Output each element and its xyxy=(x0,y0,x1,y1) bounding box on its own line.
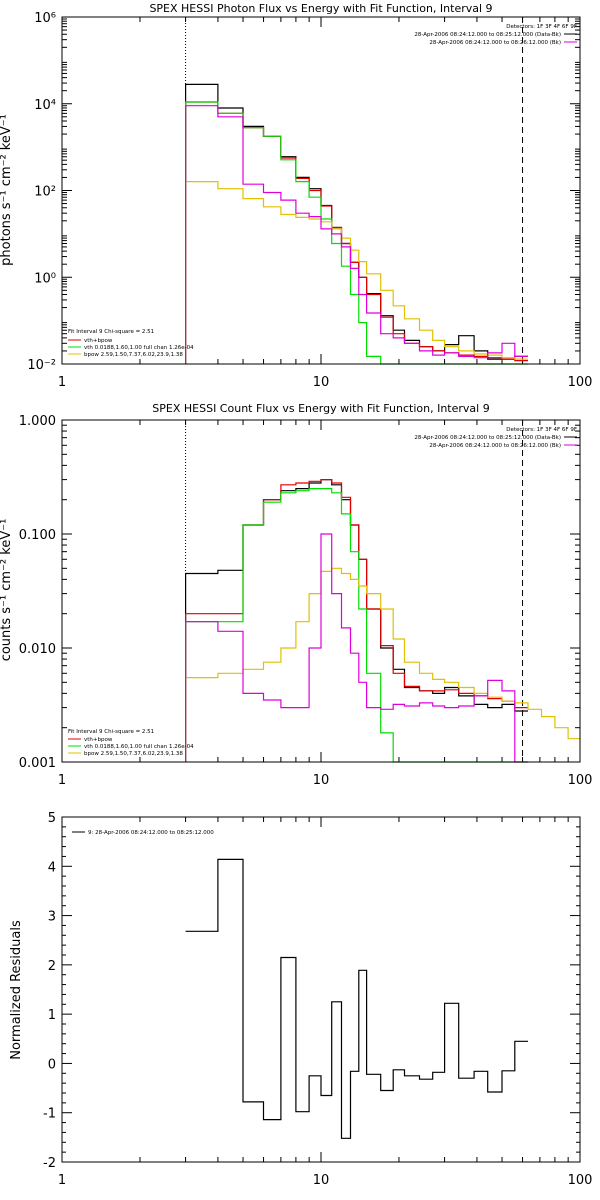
x-tick-label: 10 xyxy=(313,1173,330,1188)
photon-legend-detectors: Detectors: 1F 3F 4F 6F 9F xyxy=(506,24,577,30)
residuals-legend-label: 9: 28-Apr-2006 08:24:12.000 to 08:25:12.… xyxy=(88,830,214,836)
photon-flux-legend-bottom-left: Fit Interval 9 Chi-square = 2.51 vth+bpo… xyxy=(68,329,194,358)
count-legend-data-bk: 28-Apr-2006 08:24:12.000 to 08:25:12.000… xyxy=(414,435,561,441)
count-fit-bpow-label: bpow 2.59,1.50,7.37,6.02,23.9,1.38 xyxy=(84,751,183,757)
y-tick-label: 5 xyxy=(48,811,56,826)
photon-flux-plot-frame xyxy=(61,16,581,365)
x-tick-label: 100 xyxy=(568,375,593,390)
series-data xyxy=(185,83,528,364)
series-bpow xyxy=(185,181,528,364)
x-tick-label: 1 xyxy=(58,773,66,788)
x-tick-label: 10 xyxy=(313,773,330,788)
y-tick-label: -2 xyxy=(43,1156,56,1171)
y-tick-label: -1 xyxy=(43,1107,56,1122)
series-vth-bpow xyxy=(185,479,528,762)
photon-flux-legend-top-right: Detectors: 1F 3F 4F 6F 9F 28-Apr-2006 08… xyxy=(414,24,577,46)
photon-flux-title: SPEX HESSI Photon Flux vs Energy with Fi… xyxy=(149,2,492,15)
x-tick-label: 10 xyxy=(313,375,330,390)
count-flux-legend-bottom-left: Fit Interval 9 Chi-square = 2.51 vth+bpo… xyxy=(68,729,194,757)
count-fit-info: Fit Interval 9 Chi-square = 2.51 xyxy=(68,729,154,735)
y-tick-label: 1 xyxy=(48,1008,56,1023)
x-tick-label: 1 xyxy=(58,375,66,390)
series-data xyxy=(185,479,528,762)
photon-flux-ylabel: photons s⁻¹ cm⁻² keV⁻¹ xyxy=(0,114,14,266)
count-legend-bk: 28-Apr-2006 08:24:12.000 to 08:26:12.000… xyxy=(429,443,561,449)
photon-fit-bpow-label: bpow 2.59,1.50,7.37,6.02,23.9,1.38 xyxy=(84,352,183,358)
y-tick-label: 10⁶ xyxy=(34,11,56,26)
y-tick-label: 2 xyxy=(48,959,56,974)
series-vth xyxy=(185,101,528,365)
x-tick-label: 100 xyxy=(568,1173,593,1188)
photon-fit-vth-label: vth 0.0188,1.60,1.00 full chan 1.26e-04 xyxy=(84,345,194,351)
y-tick-label: 10⁻² xyxy=(27,358,56,373)
series-vth-bpow xyxy=(185,101,528,364)
y-tick-label: 10⁰ xyxy=(34,271,56,286)
y-tick-label: 10² xyxy=(34,185,56,200)
y-tick-label: 0.010 xyxy=(19,642,56,657)
y-tick-label: 0.100 xyxy=(19,528,56,543)
y-tick-label: 4 xyxy=(48,860,56,875)
y-tick-label: 1.000 xyxy=(19,414,56,429)
y-tick-label: 10⁴ xyxy=(34,98,56,113)
photon-legend-data-bk: 28-Apr-2006 08:24:12.000 to 08:25:12.000… xyxy=(414,32,561,38)
count-flux-ylabel: counts s⁻¹ cm⁻² keV⁻¹ xyxy=(0,519,14,662)
count-fit-vth-label: vth 0.0188,1.60,1.00 full chan 1.26e-04 xyxy=(84,744,194,750)
y-tick-label: 3 xyxy=(48,910,56,925)
count-legend-detectors: Detectors: 1F 3F 4F 6F 9F xyxy=(506,427,577,433)
photon-flux-panel: SPEX HESSI Photon Flux vs Energy with Fi… xyxy=(0,2,592,390)
x-tick-label: 100 xyxy=(568,773,593,788)
series-background xyxy=(185,533,528,763)
count-flux-legend-top-right: Detectors: 1F 3F 4F 6F 9F 28-Apr-2006 08… xyxy=(414,427,577,449)
residuals-ylabel: Normalized Residuals xyxy=(9,920,24,1060)
series-residuals xyxy=(185,858,528,1139)
residuals-panel: Normalized Residuals 1 10 100 -2 -1 0 1 2 3 4 5 9:… xyxy=(9,811,592,1188)
x-tick-label: 1 xyxy=(58,1173,66,1188)
y-tick-label: 0.001 xyxy=(19,756,56,771)
count-flux-plot-frame xyxy=(61,419,581,763)
residuals-plot-frame xyxy=(61,816,581,1163)
count-flux-panel: SPEX HESSI Count Flux vs Energy with Fit… xyxy=(0,402,592,788)
y-tick-label: 0 xyxy=(48,1057,56,1072)
count-fit-total-label: vth+bpow xyxy=(84,737,113,743)
series-background xyxy=(185,105,528,364)
count-flux-title: SPEX HESSI Count Flux vs Energy with Fit… xyxy=(152,402,489,415)
photon-legend-bk: 28-Apr-2006 08:24:12.000 to 08:26:12.000… xyxy=(429,40,561,46)
photon-fit-info: Fit Interval 9 Chi-square = 2.51 xyxy=(68,329,154,335)
photon-fit-total-label: vth+bpow xyxy=(84,338,113,344)
series-vth xyxy=(185,488,528,763)
